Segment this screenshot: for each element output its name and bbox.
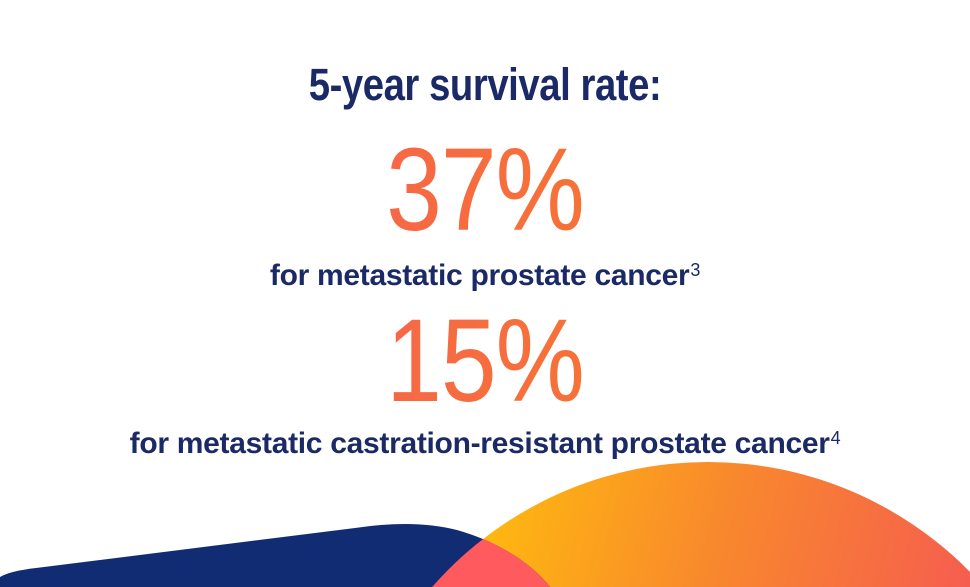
survival-rate-section: 5-year survival rate: 37% for metastatic… [0,59,970,462]
navy-hill-shape [0,523,551,587]
orange-dome-shape [432,462,970,587]
red-overlap-shape [341,523,551,587]
stat-value-metastatic: 37% [73,131,898,249]
stat-label-metastatic-text: for metastatic prostate cancer [269,259,690,292]
stat-value-castration-resistant: 15% [73,302,898,420]
reference-marker-3: 3 [690,260,701,281]
stat-label-castration-resistant: for metastatic castration-resistant pros… [0,427,970,462]
reference-marker-4: 4 [830,427,841,448]
stat-label-castration-resistant-text: for metastatic castration-resistant pros… [129,426,830,460]
page-title: 5-year survival rate: [308,59,662,110]
stat-label-metastatic: for metastatic prostate cancer3 [0,259,970,294]
